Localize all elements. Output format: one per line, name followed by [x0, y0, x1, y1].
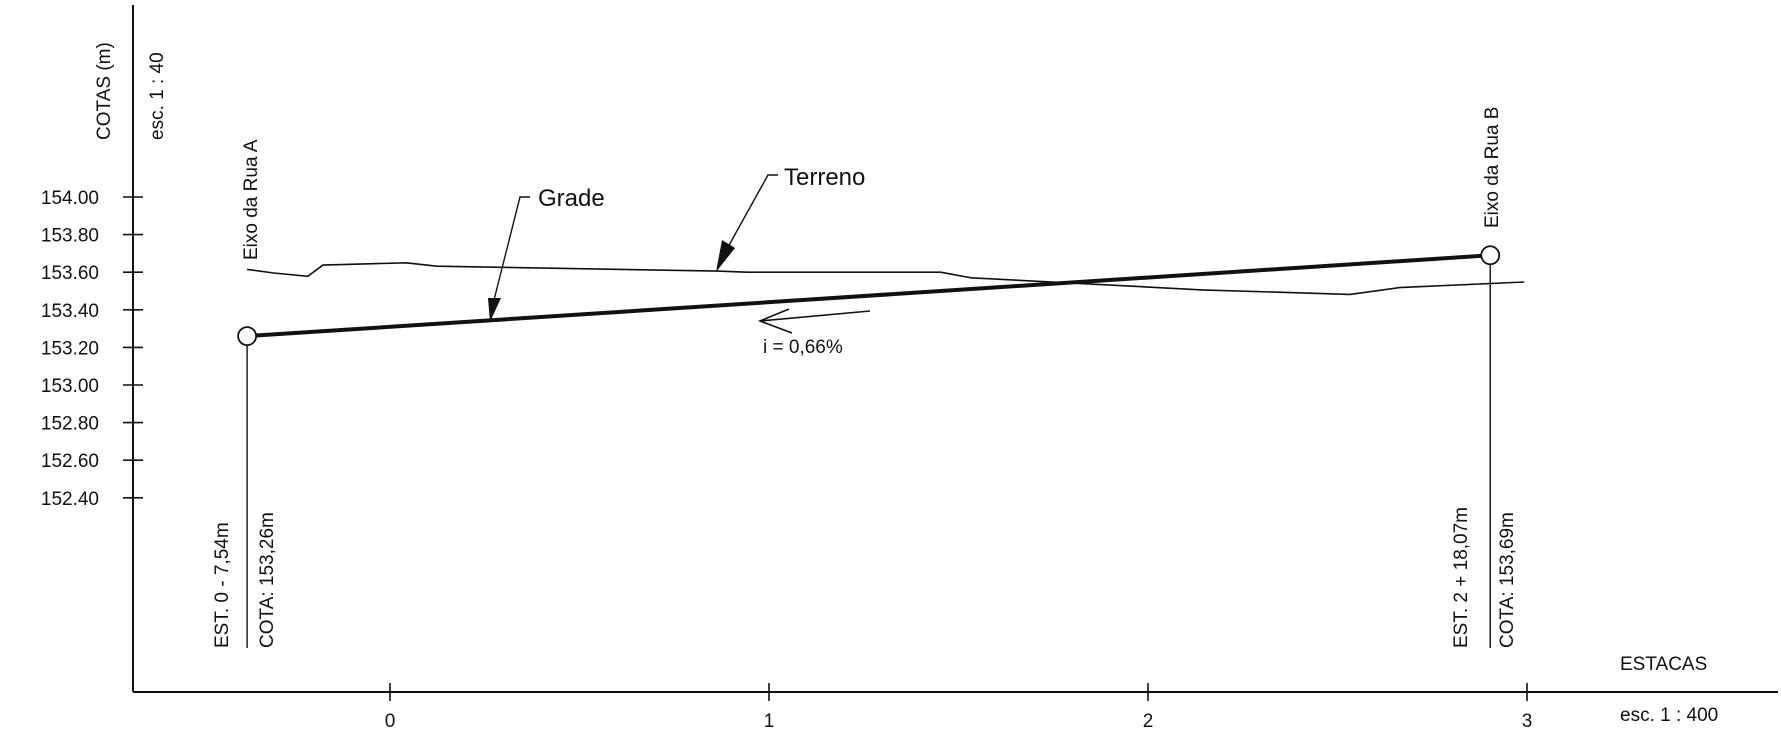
end-estaca-label: EST. 2 + 18,07m: [1451, 507, 1472, 648]
y-tick-label: 153.40: [41, 301, 99, 322]
y-tick-label: 153.60: [41, 263, 99, 284]
grade-leader-arrow: [488, 298, 501, 322]
y-axis-scale: esc. 1 : 40: [147, 52, 168, 140]
start-point-marker: [237, 326, 258, 347]
start-eixo-label: Eixo da Rua A: [241, 139, 262, 260]
y-tick-label: 153.00: [41, 376, 99, 397]
x-axis-label: ESTACAS: [1620, 654, 1707, 675]
terreno-leader-line: [727, 174, 778, 248]
x-tick-label: 2: [1143, 711, 1154, 732]
terreno-line: [246, 261, 1525, 296]
grade-line: [246, 253, 1491, 339]
x-tick-label: 3: [1522, 711, 1533, 732]
slope-arrow-head: [757, 308, 793, 334]
end-eixo-label: Eixo da Rua B: [1482, 107, 1503, 228]
x-tick-label: 0: [385, 711, 396, 732]
grade-leader-line: [493, 196, 530, 301]
y-axis-label: COTAS (m): [94, 42, 115, 140]
y-tick-label: 152.60: [41, 451, 99, 472]
slope-arrow-shaft: [759, 310, 871, 322]
x-ticks: 0 1 2 3: [385, 683, 1533, 732]
start-cota-label: COTA: 153,26m: [257, 512, 278, 648]
x-axis-scale: esc. 1 : 400: [1620, 705, 1718, 726]
y-tick-label: 152.80: [41, 414, 99, 435]
start-estaca-label: EST. 0 - 7,54m: [212, 522, 233, 648]
y-tick-label: 154.00: [41, 188, 99, 209]
y-tick-label: 153.20: [41, 338, 99, 359]
terreno-label: Terreno: [784, 164, 865, 191]
slope-label: i = 0,66%: [763, 337, 843, 358]
y-tick-label: 152.40: [41, 489, 99, 510]
terreno-leader-arrow: [716, 240, 735, 272]
end-cota-label: COTA: 153,69m: [1497, 512, 1518, 648]
end-point-marker: [1480, 245, 1501, 266]
x-tick-label: 1: [764, 711, 775, 732]
y-tick-label: 153.80: [41, 226, 99, 247]
grade-label: Grade: [538, 185, 605, 212]
y-ticks: 154.00 153.80 153.60 153.40 153.20 153.00 152.…: [41, 188, 143, 510]
